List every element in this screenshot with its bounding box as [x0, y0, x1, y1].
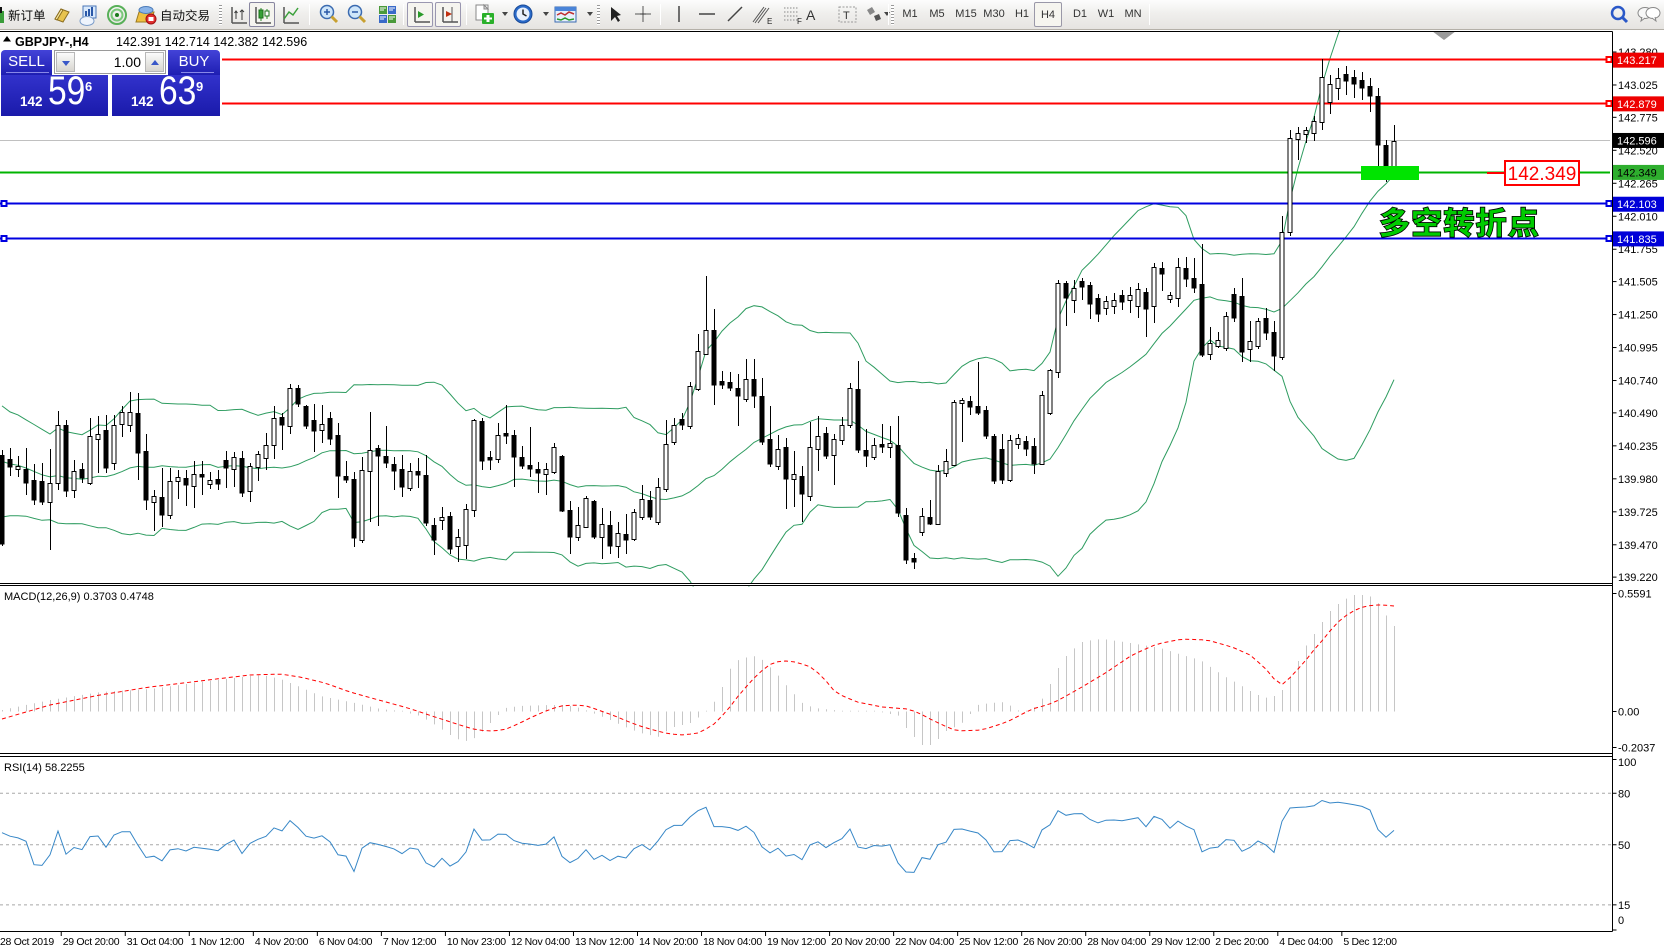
svg-text:-0.2037: -0.2037 [1618, 743, 1655, 755]
svg-text:142.520: 142.520 [1618, 145, 1658, 157]
svg-text:E: E [767, 17, 772, 26]
svg-text:143.217: 143.217 [1617, 55, 1657, 67]
svg-text:140.995: 140.995 [1618, 343, 1658, 355]
svg-text:25 Nov 12:00: 25 Nov 12:00 [959, 936, 1018, 948]
svg-text:1 Nov 12:00: 1 Nov 12:00 [191, 936, 245, 948]
svg-text:29 Nov 12:00: 29 Nov 12:00 [1151, 936, 1210, 948]
svg-text:142.349: 142.349 [1617, 167, 1657, 179]
svg-text:15: 15 [1618, 900, 1630, 912]
svg-text:142.349: 142.349 [1508, 164, 1577, 185]
svg-text:139.980: 139.980 [1618, 474, 1658, 486]
svg-text:GBPJPY-,H4: GBPJPY-,H4 [15, 35, 89, 49]
svg-text:5 Dec 12:00: 5 Dec 12:00 [1343, 936, 1397, 948]
svg-text:0.5591: 0.5591 [1618, 589, 1652, 601]
svg-text:141.755: 141.755 [1618, 244, 1658, 256]
svg-text:139.470: 139.470 [1618, 540, 1658, 552]
svg-text:50: 50 [1618, 840, 1630, 852]
svg-text:MACD(12,26,9) 0.3703 0.4748: MACD(12,26,9) 0.3703 0.4748 [4, 591, 154, 603]
svg-text:141.505: 141.505 [1618, 277, 1658, 289]
svg-text:142.103: 142.103 [1617, 199, 1657, 211]
svg-text:142.879: 142.879 [1617, 99, 1657, 111]
svg-text:139.725: 139.725 [1618, 507, 1658, 519]
svg-text:14 Nov 20:00: 14 Nov 20:00 [639, 936, 698, 948]
svg-text:4 Dec 04:00: 4 Dec 04:00 [1279, 936, 1333, 948]
svg-text:2 Dec 20:00: 2 Dec 20:00 [1215, 936, 1269, 948]
svg-text:140.235: 140.235 [1618, 441, 1658, 453]
svg-text:F: F [797, 17, 802, 26]
svg-text:4 Nov 20:00: 4 Nov 20:00 [255, 936, 309, 948]
svg-text:28 Oct 2019: 28 Oct 2019 [0, 936, 54, 948]
svg-text:140.740: 140.740 [1618, 376, 1658, 388]
svg-text:141.250: 141.250 [1618, 310, 1658, 322]
svg-text:100: 100 [1618, 757, 1636, 769]
svg-text:28 Nov 04:00: 28 Nov 04:00 [1087, 936, 1146, 948]
svg-text:RSI(14) 58.2255: RSI(14) 58.2255 [4, 762, 85, 774]
svg-text:7 Nov 12:00: 7 Nov 12:00 [383, 936, 437, 948]
svg-text:142.010: 142.010 [1618, 211, 1658, 223]
svg-text:6 Nov 04:00: 6 Nov 04:00 [319, 936, 373, 948]
svg-text:141.835: 141.835 [1617, 234, 1657, 246]
svg-text:T: T [843, 10, 850, 22]
svg-text:80: 80 [1618, 788, 1630, 800]
svg-text:20 Nov 20:00: 20 Nov 20:00 [831, 936, 890, 948]
svg-text:31 Oct 04:00: 31 Oct 04:00 [127, 936, 184, 948]
svg-text:22 Nov 04:00: 22 Nov 04:00 [895, 936, 954, 948]
svg-text:143.025: 143.025 [1618, 80, 1658, 92]
svg-text:19 Nov 12:00: 19 Nov 12:00 [767, 936, 826, 948]
svg-text:142.775: 142.775 [1618, 112, 1658, 124]
svg-text:26 Nov 20:00: 26 Nov 20:00 [1023, 936, 1082, 948]
svg-text:142.265: 142.265 [1618, 178, 1658, 190]
svg-text:13 Nov 12:00: 13 Nov 12:00 [575, 936, 634, 948]
svg-text:142.596: 142.596 [1617, 135, 1657, 147]
svg-text:12 Nov 04:00: 12 Nov 04:00 [511, 936, 570, 948]
svg-text:140.490: 140.490 [1618, 408, 1658, 420]
svg-text:10 Nov 23:00: 10 Nov 23:00 [447, 936, 506, 948]
svg-text:18 Nov 04:00: 18 Nov 04:00 [703, 936, 762, 948]
svg-text:0: 0 [1618, 915, 1624, 927]
svg-text:142.391 142.714 142.382 142.59: 142.391 142.714 142.382 142.596 [116, 35, 307, 49]
svg-text:0.00: 0.00 [1618, 707, 1639, 719]
svg-text:139.220: 139.220 [1618, 572, 1658, 584]
svg-text:29 Oct 20:00: 29 Oct 20:00 [63, 936, 120, 948]
